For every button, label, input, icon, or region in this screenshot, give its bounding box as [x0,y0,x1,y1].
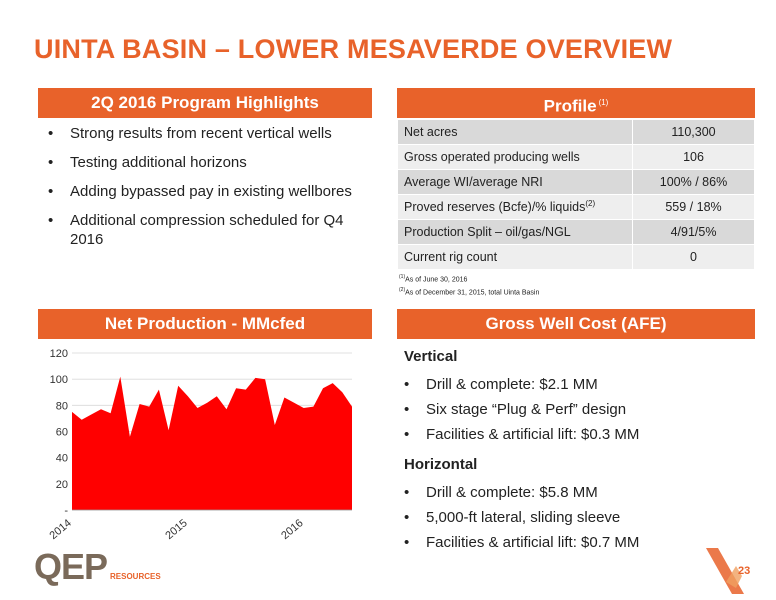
horizontal-heading: Horizontal [404,456,478,473]
footnote-mark: (1) [399,274,406,280]
vertical-heading: Vertical [404,348,458,365]
vertical-item: Facilities & artificial lift: $0.3 MM [400,425,750,444]
logo-text: QEP [34,547,107,587]
chart-x-axis: 2014 2015 2016 [47,509,352,542]
highlight-item: Testing additional horizons [44,153,374,172]
profile-label: Average WI/average NRI [397,169,633,195]
qep-logo: QEP RESOURCES [34,547,161,587]
profile-header-label: Profile [543,96,597,116]
profile-value: 4/91/5% [632,219,755,245]
page-title: UINTA BASIN – LOWER MESAVERDE OVERVIEW [34,34,673,64]
logo-subtext: RESOURCES [110,572,161,581]
vertical-item: Six stage “Plug & Perf” design [400,400,750,419]
profile-table: Net acres 110,300 Gross operated produci… [397,119,755,270]
x-tick-label: 2016 [279,517,305,542]
highlight-item: Strong results from recent vertical well… [44,124,374,143]
footnote: (1)As of June 30, 2016 [399,272,539,285]
horizontal-item: 5,000-ft lateral, sliding sleeve [400,508,750,527]
y-tick-label: 60 [56,427,68,439]
profile-label-note: (2) [585,199,596,209]
y-tick-label: 80 [56,400,68,412]
well-cost-header: Gross Well Cost (AFE) [397,309,755,339]
table-row: Gross operated producing wells 106 [397,144,755,170]
profile-label: Current rig count [397,244,633,270]
profile-label: Net acres [397,119,633,145]
table-row: Current rig count 0 [397,244,755,270]
y-tick-label: - [64,505,68,517]
profile-header-note: (1) [598,98,609,107]
highlights-list: Strong results from recent vertical well… [44,124,374,259]
profile-value: 100% / 86% [632,169,755,195]
y-tick-label: 40 [56,453,68,465]
table-row: Net acres 110,300 [397,119,755,145]
horizontal-item: Facilities & artificial lift: $0.7 MM [400,533,750,552]
profile-footnotes: (1)As of June 30, 2016 (2)As of December… [399,272,539,299]
profile-header: Profile (1) [397,88,755,118]
table-row: Proved reserves (Bcfe)/% liquids(2) 559 … [397,194,755,220]
chart-area [72,376,352,510]
y-tick-label: 120 [50,348,68,360]
footnote-text: As of December 31, 2015, total Uinta Bas… [405,289,540,297]
profile-label: Production Split – oil/gas/NGL [397,219,633,245]
production-header: Net Production - MMcfed [38,309,372,339]
vertical-list: Drill & complete: $2.1 MM Six stage “Plu… [400,375,750,450]
profile-label: Proved reserves (Bcfe)/% liquids [404,200,586,215]
profile-label-cell: Proved reserves (Bcfe)/% liquids(2) [397,194,633,220]
page-number: 23 [738,565,751,577]
x-tick-label: 2014 [47,517,73,542]
vertical-item: Drill & complete: $2.1 MM [400,375,750,394]
table-row: Average WI/average NRI 100% / 86% [397,169,755,195]
production-area [72,376,352,510]
footnote-text: As of June 30, 2016 [405,276,468,284]
y-tick-label: 20 [56,479,68,491]
footnote-mark: (2) [399,287,406,294]
chart-y-axis: - 20 40 60 80 100 120 [50,348,69,517]
y-tick-label: 100 [50,374,68,386]
highlight-item: Additional compression scheduled for Q4 … [44,211,374,249]
highlights-header: 2Q 2016 Program Highlights [38,88,372,118]
profile-value: 110,300 [632,119,755,145]
highlight-item: Adding bypassed pay in existing wellbore… [44,182,374,201]
well-cost-header-label: Gross Well Cost (AFE) [485,314,667,333]
net-production-chart: - 20 40 60 80 100 120 2014 2015 2016 [47,348,352,542]
highlights-header-label: 2Q 2016 Program Highlights [91,93,319,112]
chevron-mark-icon [706,548,744,594]
footnote: (2)As of December 31, 2015, total Uinta … [399,285,539,298]
profile-value: 559 / 18% [632,194,755,220]
x-tick-label: 2015 [163,517,189,542]
profile-value: 0 [632,244,755,270]
profile-label: Gross operated producing wells [397,144,633,170]
horizontal-list: Drill & complete: $5.8 MM 5,000-ft later… [400,483,750,558]
profile-value: 106 [632,144,755,170]
table-row: Production Split – oil/gas/NGL 4/91/5% [397,219,755,245]
horizontal-item: Drill & complete: $5.8 MM [400,483,750,502]
production-header-label: Net Production - MMcfed [104,314,306,333]
